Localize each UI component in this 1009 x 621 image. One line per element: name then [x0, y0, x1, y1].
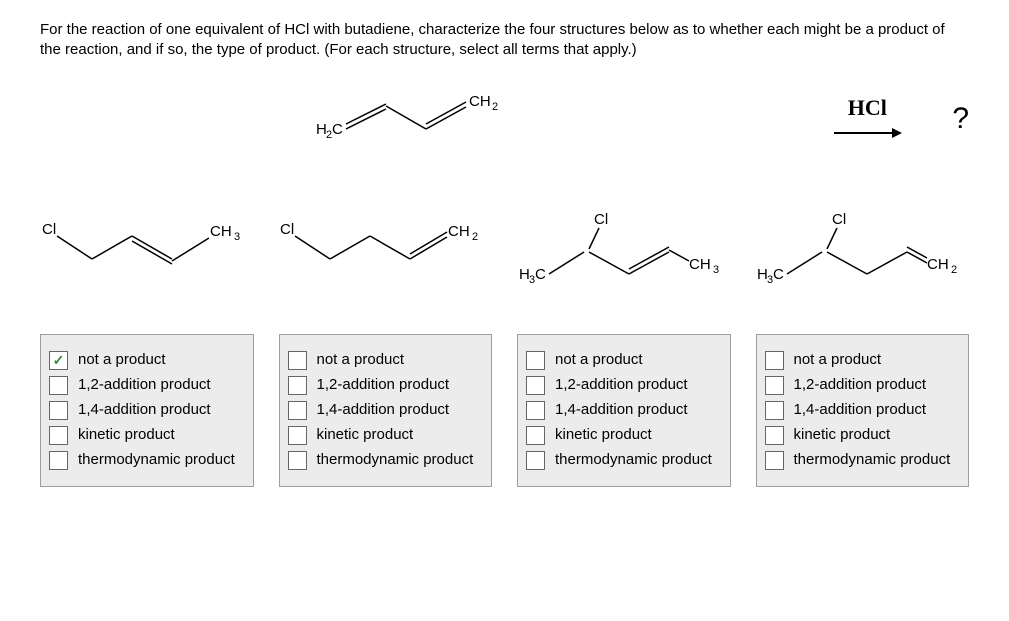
reagent-label: HCl — [848, 95, 887, 121]
option: thermodynamic product — [765, 451, 961, 470]
option: 1,4-addition product — [288, 401, 484, 420]
checkbox[interactable] — [49, 401, 68, 420]
checkbox[interactable] — [526, 376, 545, 395]
option-label: 1,4-addition product — [794, 401, 961, 418]
checkbox[interactable] — [765, 401, 784, 420]
checkbox[interactable] — [288, 401, 307, 420]
svg-text:CH: CH — [927, 256, 949, 273]
svg-text:CH: CH — [448, 223, 470, 240]
option: not a product — [288, 351, 484, 370]
checkbox[interactable]: ✓ — [49, 351, 68, 370]
option-label: thermodynamic product — [317, 451, 484, 468]
option-label: thermodynamic product — [78, 451, 245, 468]
option-label: not a product — [794, 351, 961, 368]
option-label: 1,4-addition product — [317, 401, 484, 418]
svg-text:2: 2 — [472, 231, 478, 243]
svg-text:Cl: Cl — [42, 221, 56, 238]
option-label: not a product — [78, 351, 245, 368]
svg-text:3: 3 — [713, 264, 719, 276]
option-label: kinetic product — [794, 426, 961, 443]
option-label: 1,2-addition product — [317, 376, 484, 393]
option: kinetic product — [288, 426, 484, 445]
checkbox[interactable] — [288, 426, 307, 445]
checkbox[interactable] — [288, 451, 307, 470]
checkbox[interactable] — [288, 376, 307, 395]
svg-text:Cl: Cl — [594, 211, 608, 228]
structure-butadiene: H2C CH2 — [40, 84, 782, 154]
checkbox[interactable] — [765, 376, 784, 395]
checkbox[interactable] — [526, 426, 545, 445]
option-box-1: ✓ not a product 1,2-addition product 1,4-ad… — [40, 334, 254, 487]
option: 1,2-addition product — [49, 376, 245, 395]
structure-d: Cl H3C CH2 — [756, 214, 970, 304]
checkbox[interactable] — [765, 426, 784, 445]
option: 1,4-addition product — [765, 401, 961, 420]
option: not a product — [526, 351, 722, 370]
svg-text:CH: CH — [210, 223, 232, 240]
product-placeholder: ? — [952, 102, 969, 136]
option-box-3: not a product 1,2-addition product 1,4-add… — [517, 334, 731, 487]
option-label: kinetic product — [317, 426, 484, 443]
option-label: 1,2-addition product — [78, 376, 245, 393]
svg-text:C: C — [773, 266, 784, 283]
checkbox[interactable] — [49, 426, 68, 445]
checkbox[interactable] — [288, 351, 307, 370]
svg-text:2: 2 — [951, 264, 957, 276]
option: ✓ not a product — [49, 351, 245, 370]
option: kinetic product — [765, 426, 961, 445]
svg-text:C: C — [535, 266, 546, 283]
option: kinetic product — [49, 426, 245, 445]
checkbox[interactable] — [49, 451, 68, 470]
checkbox[interactable] — [526, 451, 545, 470]
structure-b: Cl CH2 — [279, 214, 493, 304]
option-label: 1,4-addition product — [78, 401, 245, 418]
option: 1,2-addition product — [526, 376, 722, 395]
option-box-4: not a product 1,2-addition product 1,4-add… — [756, 334, 970, 487]
svg-text:CH: CH — [469, 93, 491, 110]
option: 1,4-addition product — [49, 401, 245, 420]
option-label: kinetic product — [555, 426, 722, 443]
checkbox[interactable] — [765, 351, 784, 370]
option-label: kinetic product — [78, 426, 245, 443]
option: thermodynamic product — [288, 451, 484, 470]
svg-text:CH: CH — [689, 256, 711, 273]
reaction-arrow: HCl — [832, 95, 902, 143]
options-row: ✓ not a product 1,2-addition product 1,4-ad… — [40, 334, 969, 487]
option-label: thermodynamic product — [555, 451, 722, 468]
option: thermodynamic product — [49, 451, 245, 470]
checkbox[interactable] — [765, 451, 784, 470]
option-label: thermodynamic product — [794, 451, 961, 468]
svg-text:Cl: Cl — [280, 221, 294, 238]
option-label: 1,2-addition product — [555, 376, 722, 393]
option-label: not a product — [317, 351, 484, 368]
option: 1,4-addition product — [526, 401, 722, 420]
structure-a: Cl CH3 — [40, 214, 254, 304]
option-box-2: not a product 1,2-addition product 1,4-add… — [279, 334, 493, 487]
svg-text:3: 3 — [234, 231, 240, 243]
structure-c: Cl H3C CH3 — [517, 214, 731, 304]
reaction-scheme: H2C CH2 HCl ? — [40, 84, 969, 154]
option-label: not a product — [555, 351, 722, 368]
checkbox[interactable] — [526, 401, 545, 420]
checkbox[interactable] — [49, 376, 68, 395]
option: not a product — [765, 351, 961, 370]
option: thermodynamic product — [526, 451, 722, 470]
option-label: 1,4-addition product — [555, 401, 722, 418]
option-label: 1,2-addition product — [794, 376, 961, 393]
svg-text:Cl: Cl — [832, 211, 846, 228]
svg-text:2: 2 — [492, 101, 498, 113]
option: 1,2-addition product — [765, 376, 961, 395]
option: 1,2-addition product — [288, 376, 484, 395]
structures-row: Cl CH3 Cl CH2 Cl H3C — [40, 214, 969, 304]
option: kinetic product — [526, 426, 722, 445]
svg-text:C: C — [332, 121, 343, 138]
checkbox[interactable] — [526, 351, 545, 370]
question-text: For the reaction of one equivalent of HC… — [40, 20, 969, 59]
